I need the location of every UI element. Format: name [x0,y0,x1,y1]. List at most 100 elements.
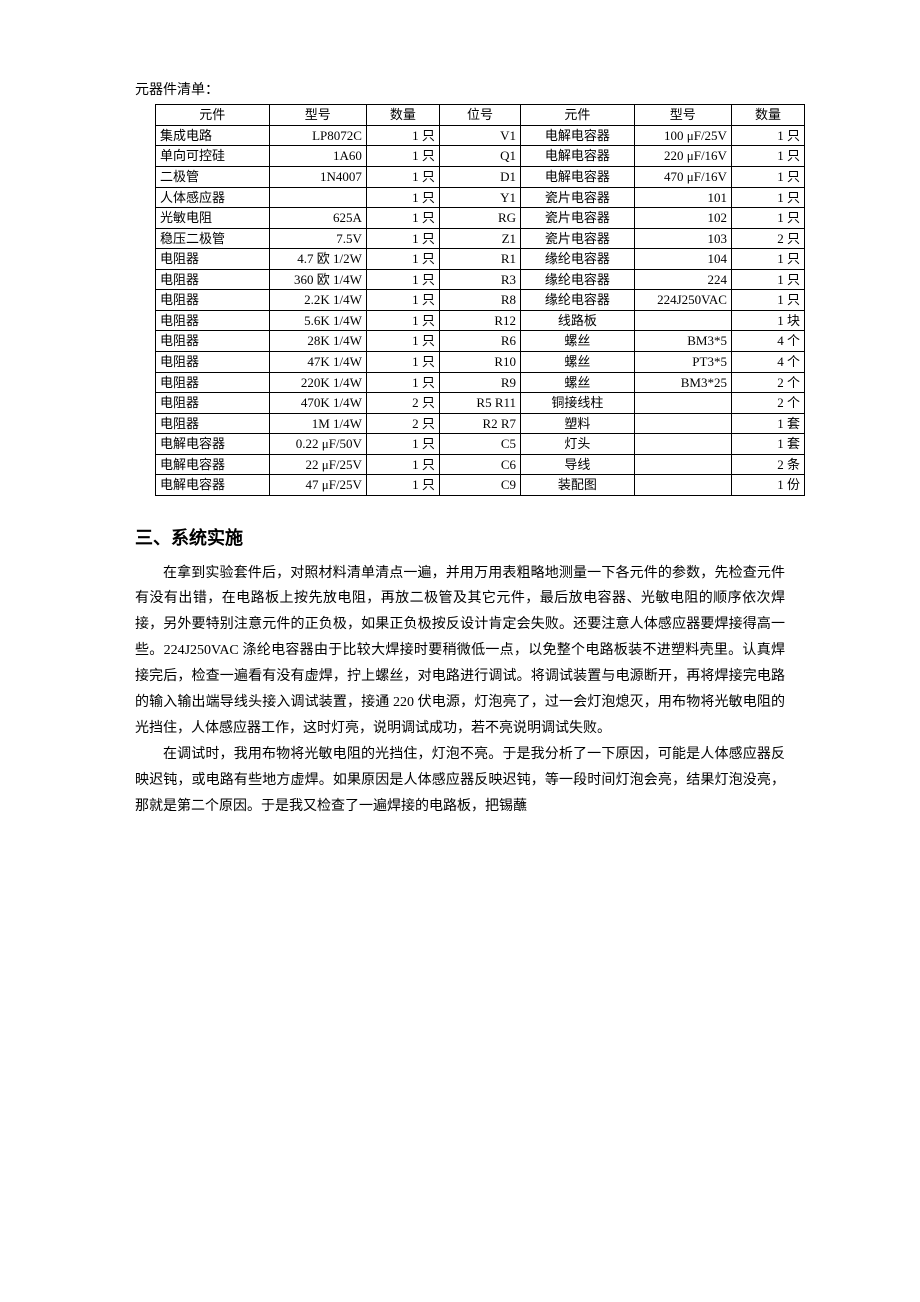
table-cell: 1 块 [731,310,804,331]
table-row: 二极管1N40071 只D1电解电容器470 μF/16V1 只 [156,167,805,188]
table-cell: 电解电容器 [156,434,270,455]
table-cell: 625A [269,208,366,229]
table-cell: 导线 [521,454,635,475]
table-cell: 缘纶电容器 [521,290,635,311]
table-header-row: 元件 型号 数量 位号 元件 型号 数量 [156,105,805,126]
table-cell [634,393,731,414]
table-cell: 2 个 [731,393,804,414]
table-cell: 电阻器 [156,351,270,372]
table-cell: 集成电路 [156,125,270,146]
table-cell: 224 [634,269,731,290]
table-cell: 1 只 [366,475,439,496]
table-cell: 1 只 [366,125,439,146]
table-row: 电阻器4.7 欧 1/2W1 只R1缘纶电容器1041 只 [156,249,805,270]
table-cell: 2.2K 1/4W [269,290,366,311]
table-cell: 人体感应器 [156,187,270,208]
table-cell: 470K 1/4W [269,393,366,414]
table-cell: 二极管 [156,167,270,188]
table-cell: 1 只 [731,249,804,270]
component-table: 元件 型号 数量 位号 元件 型号 数量 集成电路LP8072C1 只V1电解电… [155,104,805,495]
table-cell: 1 只 [366,269,439,290]
table-cell: 101 [634,187,731,208]
table-cell: 电阻器 [156,310,270,331]
table-cell: 1 只 [366,228,439,249]
table-cell: 1 只 [731,187,804,208]
table-cell: 4 个 [731,351,804,372]
table-row: 电阻器2.2K 1/4W1 只R8缘纶电容器224J250VAC1 只 [156,290,805,311]
table-cell: 电解电容器 [156,454,270,475]
th-model-1: 型号 [269,105,366,126]
table-cell: 铜接线柱 [521,393,635,414]
table-cell: 1A60 [269,146,366,167]
table-row: 电解电容器47 μF/25V1 只C9装配图1 份 [156,475,805,496]
table-cell: 电阻器 [156,249,270,270]
table-cell: 瓷片电容器 [521,208,635,229]
table-cell: 电阻器 [156,393,270,414]
table-cell: 1 套 [731,434,804,455]
table-cell: 线路板 [521,310,635,331]
table-cell: 螺丝 [521,331,635,352]
table-cell: 47 μF/25V [269,475,366,496]
table-cell: 电阻器 [156,372,270,393]
table-cell: 电解电容器 [156,475,270,496]
table-cell: R6 [439,331,520,352]
table-cell: 1 只 [366,187,439,208]
table-cell: 1 只 [366,331,439,352]
table-cell: Y1 [439,187,520,208]
table-cell: 光敏电阻 [156,208,270,229]
table-cell: Q1 [439,146,520,167]
table-cell: 1 只 [731,269,804,290]
th-pos: 位号 [439,105,520,126]
table-cell: 1 只 [366,208,439,229]
table-cell: RG [439,208,520,229]
table-cell: 电解电容器 [521,125,635,146]
table-cell: PT3*5 [634,351,731,372]
table-cell: BM3*5 [634,331,731,352]
table-cell: BM3*25 [634,372,731,393]
th-qty-1: 数量 [366,105,439,126]
table-cell: 螺丝 [521,351,635,372]
table-row: 电阻器360 欧 1/4W1 只R3缘纶电容器2241 只 [156,269,805,290]
table-cell: 电解电容器 [521,146,635,167]
table-cell: 1 只 [366,146,439,167]
table-cell: R1 [439,249,520,270]
table-cell: 1 只 [366,454,439,475]
table-row: 电阻器470K 1/4W2 只R5 R11铜接线柱2 个 [156,393,805,414]
table-cell: 360 欧 1/4W [269,269,366,290]
th-qty-2: 数量 [731,105,804,126]
table-cell: 102 [634,208,731,229]
table-cell [634,454,731,475]
paragraph-2: 在调试时，我用布物将光敏电阻的光挡住，灯泡不亮。于是我分析了一下原因，可能是人体… [135,742,785,820]
table-cell: C5 [439,434,520,455]
table-cell: 7.5V [269,228,366,249]
table-cell [269,187,366,208]
table-cell: 装配图 [521,475,635,496]
section-heading: 三、系统实施 [135,524,785,553]
table-cell: 103 [634,228,731,249]
table-row: 电阻器5.6K 1/4W1 只R12线路板 1 块 [156,310,805,331]
th-model-2: 型号 [634,105,731,126]
paragraph-1: 在拿到实验套件后，对照材料清单清点一遍，并用万用表粗略地测量一下各元件的参数，先… [135,561,785,742]
table-cell: 28K 1/4W [269,331,366,352]
table-cell: 1 只 [731,208,804,229]
table-cell: 塑料 [521,413,635,434]
table-cell: R5 R11 [439,393,520,414]
table-cell: 5.6K 1/4W [269,310,366,331]
table-cell: R3 [439,269,520,290]
table-cell: R9 [439,372,520,393]
table-cell: 缘纶电容器 [521,249,635,270]
table-cell: Z1 [439,228,520,249]
table-row: 集成电路LP8072C1 只V1电解电容器100 μF/25V1 只 [156,125,805,146]
table-cell: LP8072C [269,125,366,146]
table-cell: R12 [439,310,520,331]
th-component-2: 元件 [521,105,635,126]
table-cell: C9 [439,475,520,496]
table-cell: 47K 1/4W [269,351,366,372]
table-row: 稳压二极管7.5V1 只Z1瓷片电容器1032 只 [156,228,805,249]
table-cell: 1 只 [731,125,804,146]
table-cell: 1 只 [366,351,439,372]
table-cell [634,434,731,455]
table-cell: 2 只 [731,228,804,249]
table-cell: 1 只 [366,310,439,331]
table-cell: 220K 1/4W [269,372,366,393]
